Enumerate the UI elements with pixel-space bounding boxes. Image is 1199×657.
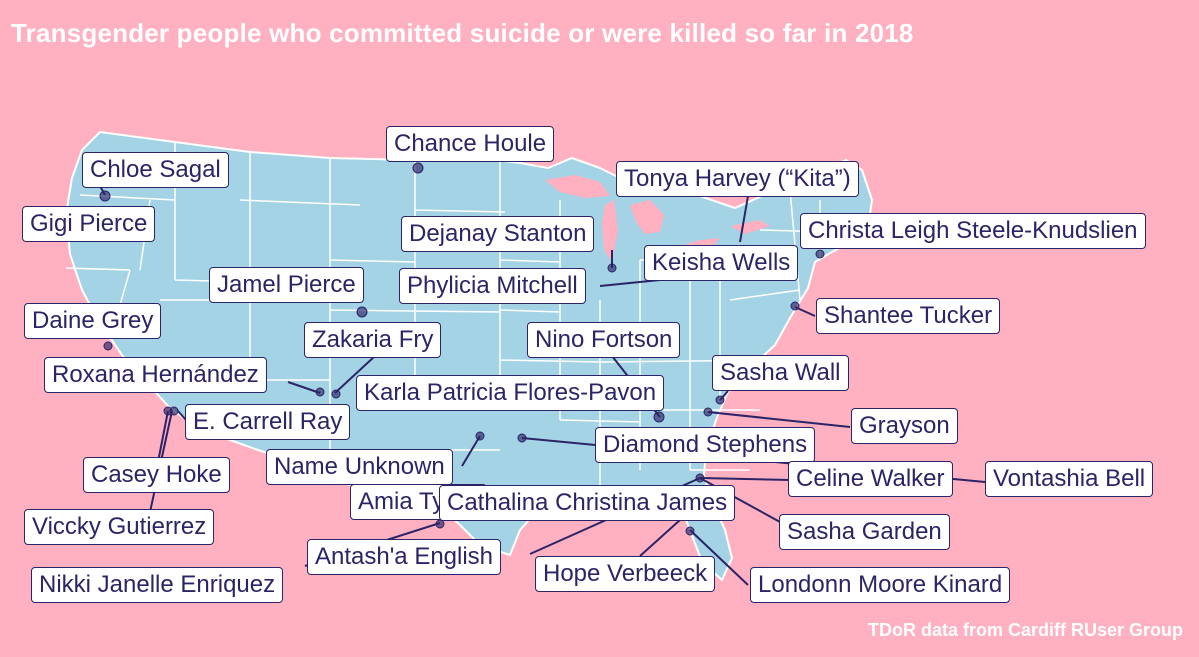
label-jamel-pierce: Jamel Pierce <box>209 267 364 303</box>
label-gigi-pierce: Gigi Pierce <box>22 206 156 242</box>
map-title: Transgender people who committed suicide… <box>11 18 914 48</box>
point-chance-houle <box>412 162 424 174</box>
point-amia-tyrae <box>435 519 445 529</box>
source-caption: TDoR data from Cardiff RUser Group <box>867 620 1183 640</box>
point-zakaria-fry <box>331 389 341 399</box>
label-grayson: Grayson <box>851 408 958 444</box>
label-celine-walker: Celine Walker <box>788 461 953 497</box>
point-dejanay-stanton <box>607 263 617 273</box>
label-shantee-tucker: Shantee Tucker <box>816 298 1001 334</box>
label-diamond-stephens: Diamond Stephens <box>595 427 816 463</box>
label-viccky-gutierrez: Viccky Gutierrez <box>24 509 215 545</box>
label-hope-verbeeck: Hope Verbeeck <box>535 556 716 592</box>
label-roxana-hernandez: Roxana Hernández <box>44 357 267 393</box>
label-tonya-harvey: Tonya Harvey (“Kita”) <box>616 161 859 197</box>
point-grayson <box>703 407 713 417</box>
label-cathalina-james: Cathalina Christina James <box>439 485 736 521</box>
point-roxana-hernandez <box>315 387 325 397</box>
point-shantee-tucker <box>790 301 800 311</box>
label-dejanay-stanton: Dejanay Stanton <box>401 216 595 252</box>
label-phylicia-mitchell: Phylicia Mitchell <box>399 268 586 304</box>
point-sasha-wall <box>715 395 725 405</box>
label-nikki-enriquez: Nikki Janelle Enriquez <box>31 567 284 603</box>
point-nino-fortson <box>653 411 665 423</box>
label-zakaria-fry: Zakaria Fry <box>304 322 442 358</box>
point-diamond-stephens <box>517 433 527 443</box>
label-karla-flores-pavon: Karla Patricia Flores-Pavon <box>356 375 665 411</box>
label-casey-hoke: Casey Hoke <box>83 457 230 493</box>
label-e-carrell-ray: E. Carrell Ray <box>185 404 351 440</box>
label-name-unknown: Name Unknown <box>266 449 453 485</box>
point-karla-flores-pavon <box>475 431 485 441</box>
label-antasha-english: Antash'a English <box>307 539 502 575</box>
point-daine-grey <box>103 341 113 351</box>
great-lakes <box>545 175 770 262</box>
point-celine-walker <box>695 473 705 483</box>
label-sasha-garden: Sasha Garden <box>779 514 950 550</box>
point-casey-hoke <box>169 406 179 416</box>
label-vontashia-bell: Vontashia Bell <box>985 461 1154 497</box>
label-keisha-wells: Keisha Wells <box>644 245 799 281</box>
label-chloe-sagal: Chloe Sagal <box>82 152 229 188</box>
label-chance-houle: Chance Houle <box>386 126 555 162</box>
point-jamel-pierce <box>356 306 368 318</box>
label-sasha-wall: Sasha Wall <box>712 355 849 391</box>
label-daine-grey: Daine Grey <box>24 303 162 339</box>
point-chloe-sagal <box>99 190 111 202</box>
label-londonn-kinard: Londonn Moore Kinard <box>750 567 1011 603</box>
point-londonn-kinard <box>685 526 695 536</box>
label-nino-fortson: Nino Fortson <box>527 322 681 358</box>
label-christa-steele-knudslien: Christa Leigh Steele-Knudslien <box>800 213 1146 249</box>
point-christa-steele-knudslien <box>815 249 825 259</box>
